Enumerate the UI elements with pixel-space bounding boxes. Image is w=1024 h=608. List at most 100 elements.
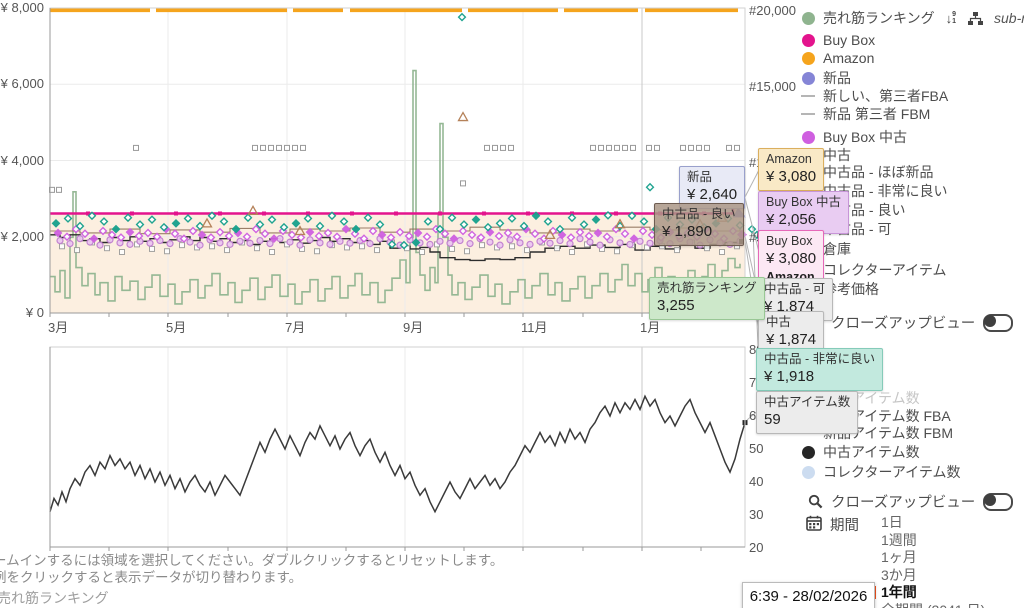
legend-item-新しい、第三者FBA[interactable]: 新しい、第三者FBA [800, 86, 948, 106]
footer-hints: ームインするには領域を選択してください。ダブルクリックするとリセットします。 例… [0, 552, 503, 586]
legend-item-label: 売れ筋ランキング [823, 10, 935, 26]
legend-item-label: Buy Box 中古 [823, 129, 908, 145]
sort-rank-icon[interactable]: ↓ 9 1 [945, 10, 956, 26]
x-axis-label-month: 1月 [640, 320, 661, 335]
closeup-view-row-main: クローズアップビュー [808, 312, 1014, 333]
tooltip-line: 新品 [687, 170, 713, 184]
period-option-1日[interactable]: 1日 [881, 514, 903, 530]
series-line-icon [800, 95, 816, 97]
period-option-全期間 (2041 日)[interactable]: 全期間 (2041 日) [881, 602, 985, 608]
tooltip-line: ¥ 3,080 [766, 168, 817, 186]
legend-item-label: 中古品 - ほぼ新品 [823, 164, 934, 180]
tooltip-line: 59 [764, 411, 781, 429]
y-axis-label-rank: #20,000 [749, 3, 796, 18]
series-dot-icon [800, 11, 816, 25]
tooltip-line: 中古品 - 可 [764, 282, 826, 296]
tooltip-line: 中古品 - 良い [662, 207, 736, 221]
y-axis-label-count: 40 [749, 474, 764, 489]
legend-item-売れ筋ランキング[interactable]: 売れ筋ランキング ↓91 sub-ra [800, 8, 1024, 28]
legend-item-label: 新しい、第三者FBA [823, 88, 949, 104]
hierarchy-icon[interactable] [968, 11, 983, 25]
legend-item-Buy Box[interactable]: Buy Box [800, 32, 875, 48]
period-section: 期間 1日1週間1ヶ月3か月1年間全期間 (2041 日) [806, 514, 985, 608]
rank-footer-label[interactable]: 売れ筋ランキング [0, 590, 109, 606]
magnifier-icon [808, 494, 823, 509]
tooltip-line: ¥ 2,056 [766, 211, 817, 229]
tooltip-line: 中古 [766, 315, 792, 329]
legend-item-label: 参考価格 [823, 281, 879, 297]
legend-hint-text: 例をクリックすると表示データが切り替わります。 [0, 570, 303, 585]
sub-rank-label[interactable]: sub-ra [994, 10, 1024, 26]
period-label: 期間 [830, 518, 859, 534]
period-option-3か月[interactable]: 3か月 [881, 566, 917, 583]
closeup-view-row-sub: クローズアップビュー [808, 491, 1014, 512]
tooltip-line: 3,255 [657, 297, 695, 315]
closeup-view-label: クローズアップビュー [831, 495, 976, 511]
chart-tooltip: 売れ筋ランキング 3,255 [649, 277, 765, 320]
price-tooltip: Buy Box 中古 ¥ 2,056 [758, 191, 850, 234]
calendar-icon [806, 515, 822, 531]
legend-item-Amazon[interactable]: Amazon [800, 50, 874, 66]
legend-item-label: コレクターアイテム数 [823, 464, 961, 480]
chart-tooltip: 中古品 - 良い ¥ 1,890 [654, 203, 744, 246]
price-tooltip: 中古品 - 非常に良い ¥ 1,918 [756, 348, 884, 391]
tooltip-line: ¥ 3,080 [766, 250, 817, 268]
legend-item-Buy Box 中古[interactable]: Buy Box 中古 [800, 127, 907, 147]
tooltip-line: ¥ 1,874 [766, 331, 817, 349]
y-axis-label-count: 20 [749, 540, 764, 555]
tooltip-line: ¥ 1,890 [662, 223, 713, 241]
y-axis-label-price: ¥ 0 [25, 305, 44, 320]
tooltip-line: ¥ 2,640 [687, 186, 738, 204]
closeup-view-label: クローズアップビュー [831, 316, 976, 332]
zoom-hint-text: ームインするには領域を選択してください。ダブルクリックするとリセットします。 [0, 553, 504, 568]
y-axis-label-price: ¥ 4,000 [0, 152, 44, 168]
price-tooltip: 中古 ¥ 1,874 [758, 311, 825, 354]
legend-item-label: 新品 [823, 70, 851, 86]
period-option-1年間[interactable]: 1年間 [873, 584, 985, 602]
y-axis-label-rank: #15,000 [749, 78, 796, 94]
series-dot-icon [800, 71, 816, 85]
series-dot-icon [800, 465, 816, 479]
legend-item-中古アイテム数[interactable]: 中古アイテム数 [800, 442, 920, 462]
legend-item-label: Buy Box [823, 32, 876, 48]
tooltip-line: Amazon [766, 152, 812, 166]
x-axis-label-month: 11月 [521, 320, 548, 335]
legend-item-label: 中古品 - 非常に良い [823, 183, 948, 199]
x-axis-label-month: 5月 [166, 320, 187, 335]
x-axis-label-month: 9月 [403, 320, 424, 335]
y-axis-label-price: ¥ 2,000 [0, 228, 44, 244]
x-axis-label-month: 7月 [285, 320, 306, 335]
closeup-toggle-sub[interactable] [983, 492, 1014, 511]
series-line-icon [800, 113, 816, 115]
tooltip-line: 中古アイテム数 [764, 395, 851, 409]
date-tooltip: 6:39 - 28/02/2026 [742, 582, 875, 608]
series-dot-icon [800, 445, 816, 459]
tooltip-line: 売れ筋ランキング [657, 281, 757, 295]
legend-item-新品[interactable]: 新品 [800, 68, 851, 88]
legend-item-label: Amazon [823, 50, 875, 66]
tooltip-line: 中古品 - 非常に良い [764, 352, 876, 366]
y-axis-label-count: 50 [749, 441, 764, 456]
tooltip-line: ¥ 1,918 [764, 368, 815, 386]
series-dot-icon [800, 51, 816, 65]
closeup-toggle-main[interactable] [983, 313, 1014, 332]
legend-item-label: 中古 [823, 147, 851, 163]
legend-item-コレクターアイテム数[interactable]: コレクターアイテム数 [800, 462, 960, 482]
tooltip-line: Buy Box [766, 234, 813, 248]
y-axis-label-price: ¥ 6,000 [0, 76, 44, 92]
period-option-1ヶ月[interactable]: 1ヶ月 [881, 549, 917, 565]
legend-item-label: コレクターアイテム [823, 262, 947, 278]
x-axis-label-month: 3月 [48, 320, 69, 335]
period-option-1週間[interactable]: 1週間 [881, 531, 917, 548]
price-tooltip: Amazon ¥ 3,080 [758, 148, 825, 191]
tooltip-line: Buy Box 中古 [766, 195, 842, 209]
legend-item-label: 中古アイテム数 [823, 444, 920, 460]
legend-item-label: 倉庫 [823, 241, 851, 257]
legend-item-新品 第三者 FBM[interactable]: 新品 第三者 FBM [800, 104, 930, 124]
y-axis-label-price: ¥ 8,000 [0, 0, 44, 15]
chart-tooltip: 新品 ¥ 2,640 [679, 166, 746, 209]
price-tooltip: 中古アイテム数 59 [756, 391, 859, 434]
period-options: 1日1週間1ヶ月3か月1年間全期間 (2041 日) [873, 514, 985, 608]
